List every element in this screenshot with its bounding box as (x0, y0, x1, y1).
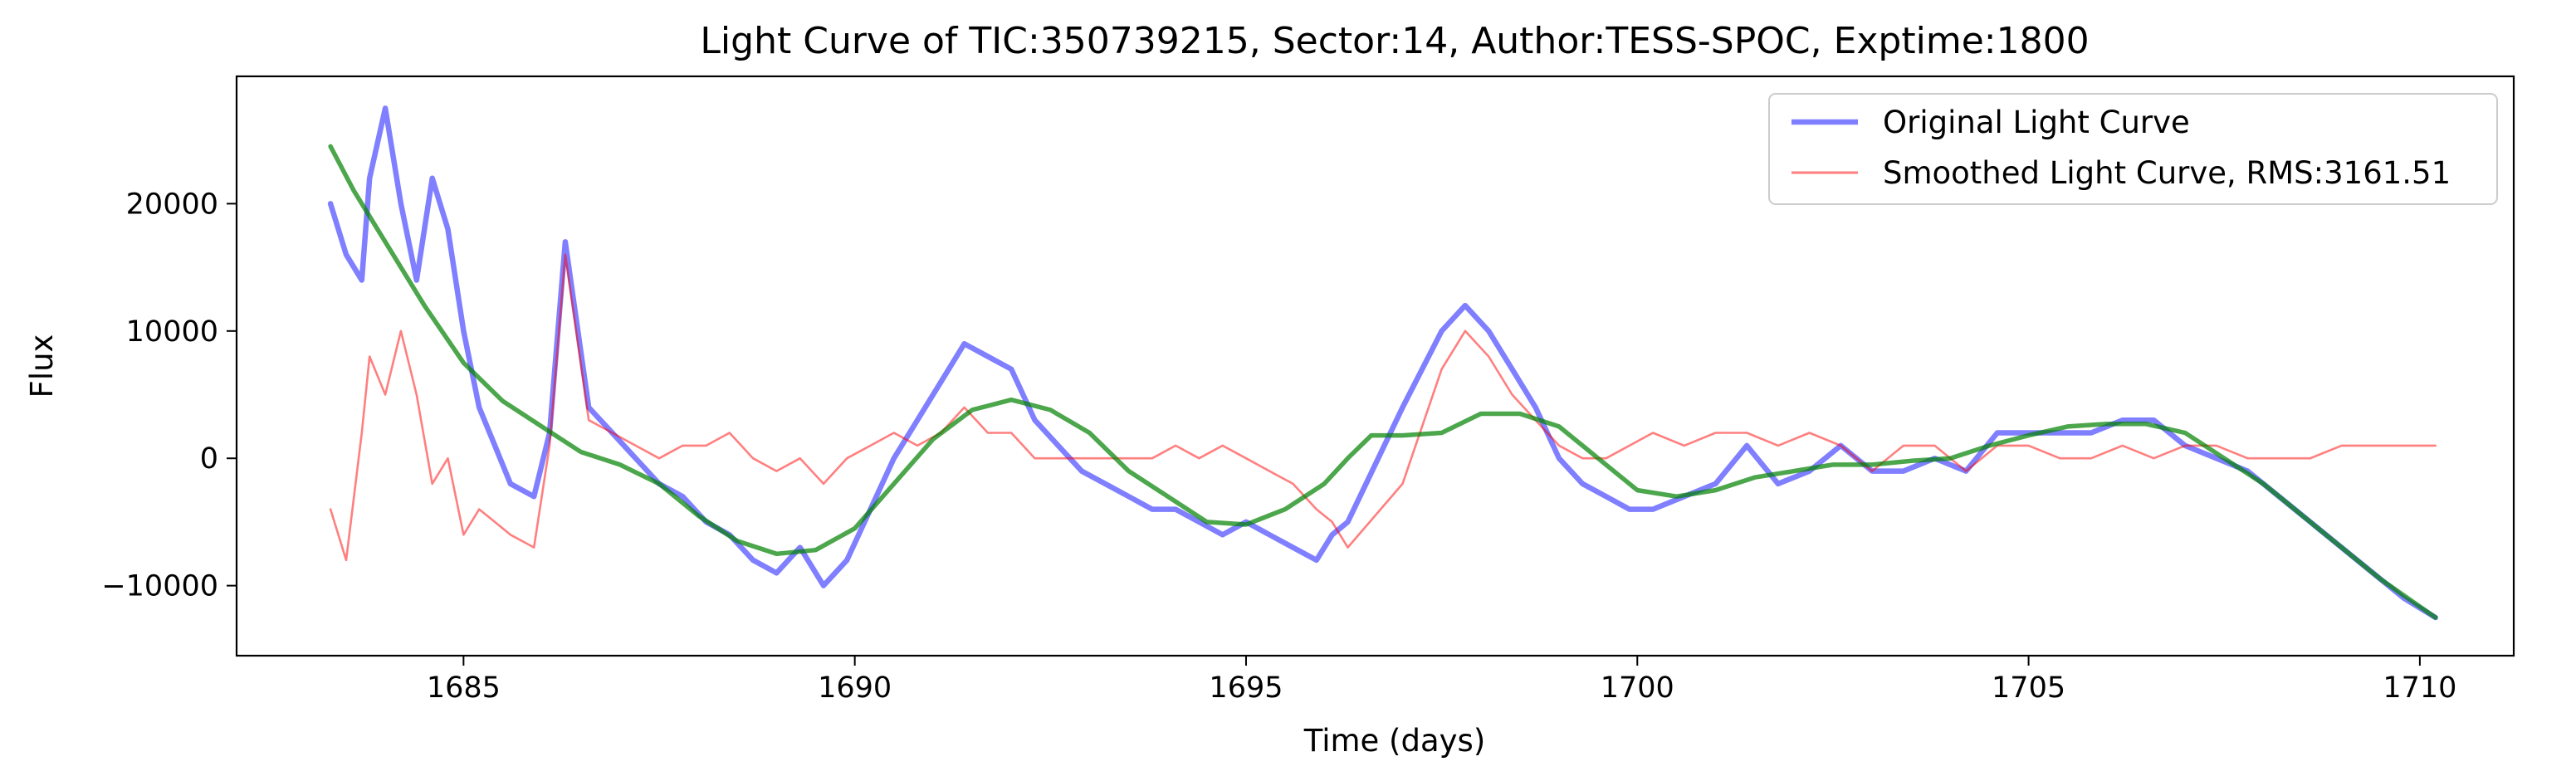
x-tick-label: 1690 (818, 671, 892, 705)
series-layer (327, 105, 2438, 621)
y-tick-label: 0 (200, 442, 218, 476)
x-tick-label: 1685 (427, 671, 501, 705)
legend: Original Light Curve Smoothed Light Curv… (1768, 93, 2498, 205)
y-tick-label: −10000 (101, 570, 218, 603)
y-tick-label: 10000 (126, 315, 218, 349)
x-axis-ticks: 1685 1690 1695 1700 1705 1710 (427, 656, 2456, 705)
x-tick-label: 1705 (1992, 671, 2065, 705)
chart-title: Light Curve of TIC:350739215, Sector:14,… (700, 20, 2089, 62)
legend-label-original: Original Light Curve (1883, 105, 2190, 140)
plot-frame (235, 75, 2515, 657)
series-trend-line (328, 144, 2438, 620)
legend-label-smoothed: Smoothed Light Curve, RMS:3161.51 (1883, 155, 2451, 191)
y-axis-ticks: −10000 0 10000 20000 (101, 188, 237, 603)
y-axis-label: Flux (24, 334, 60, 398)
x-axis-label: Time (days) (1303, 723, 1486, 759)
series-smoothed-light-curve (329, 253, 2437, 562)
x-tick-label: 1695 (1209, 671, 1283, 705)
x-tick-label: 1700 (1601, 671, 1674, 705)
y-tick-label: 20000 (126, 188, 218, 221)
legend-box (1768, 93, 2498, 205)
x-tick-label: 1710 (2383, 671, 2456, 705)
